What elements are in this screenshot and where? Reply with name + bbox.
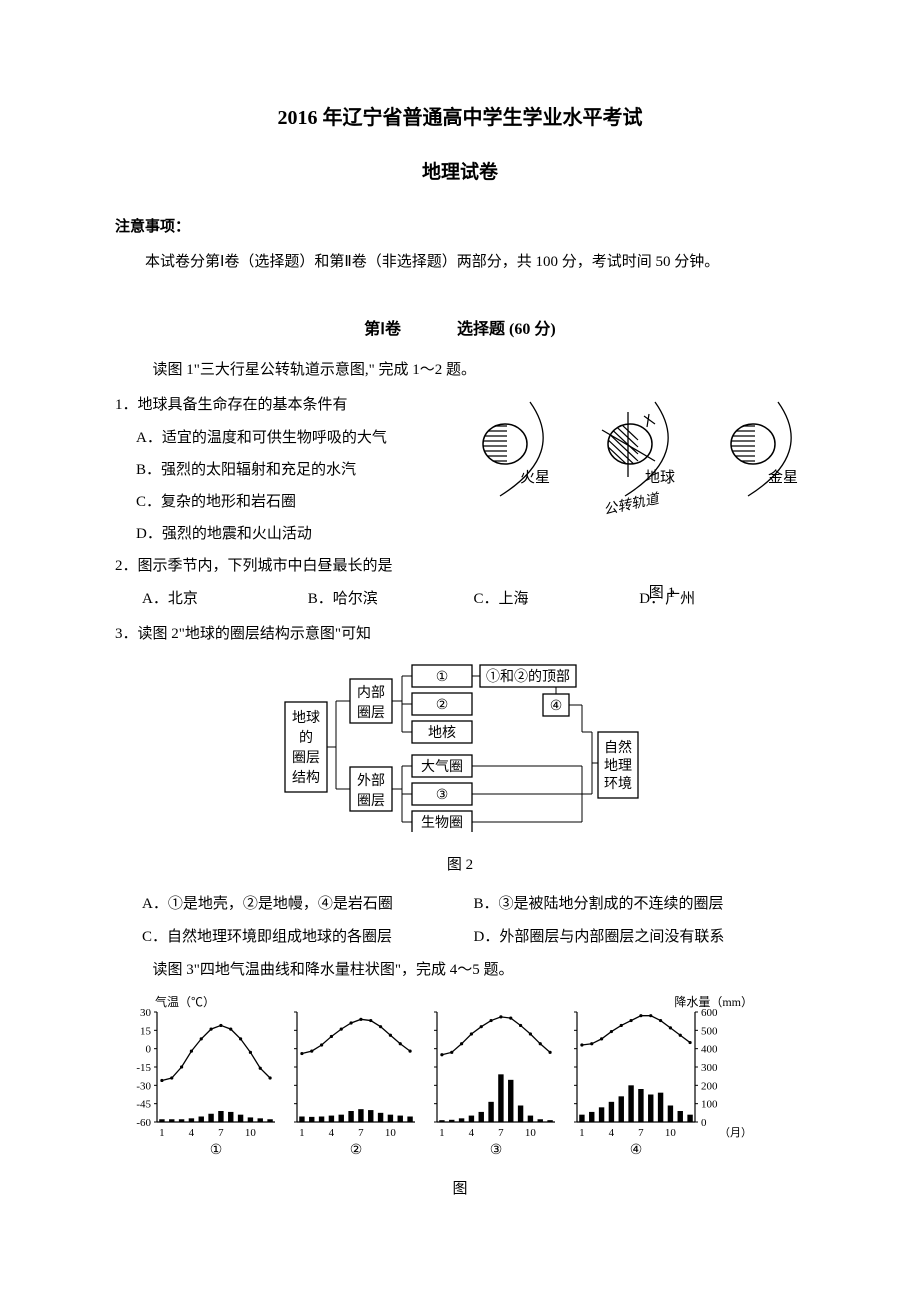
section-1-header: 第Ⅰ卷 选择题 (60 分): [115, 316, 805, 345]
svg-text:500: 500: [701, 1025, 718, 1037]
doc-subtitle: 地理试卷: [115, 156, 805, 190]
svg-text:火星: 火星: [520, 470, 550, 486]
section-1-type: 选择题 (60 分): [457, 321, 556, 338]
svg-text:自然: 自然: [604, 739, 632, 756]
svg-text:600: 600: [701, 1007, 718, 1019]
svg-text:10: 10: [245, 1127, 257, 1139]
section-1-label: 第Ⅰ卷: [364, 321, 401, 338]
svg-text:④: ④: [630, 1143, 643, 1158]
svg-text:1: 1: [439, 1127, 445, 1139]
svg-text:0: 0: [701, 1117, 707, 1129]
svg-text:地球: 地球: [292, 710, 320, 726]
q3-opt-a: A．①是地壳，②是地幔，④是岩石圈: [142, 891, 474, 918]
svg-text:生物圈: 生物圈: [421, 815, 463, 831]
figure-1-caption: 图 1: [649, 580, 675, 607]
svg-text:30: 30: [140, 1007, 152, 1019]
svg-text:10: 10: [525, 1127, 537, 1139]
svg-text:10: 10: [385, 1127, 397, 1139]
svg-text:地理: 地理: [604, 758, 632, 774]
svg-text:④: ④: [550, 699, 563, 714]
svg-text:4: 4: [189, 1127, 195, 1139]
q2-opt-b: B．哈尔滨: [308, 586, 474, 613]
svg-text:②: ②: [350, 1143, 363, 1158]
svg-text:4: 4: [609, 1127, 615, 1139]
svg-text:大气圈: 大气圈: [421, 759, 463, 775]
svg-text:内部: 内部: [357, 685, 385, 701]
svg-text:200: 200: [701, 1080, 718, 1092]
svg-text:100: 100: [701, 1099, 718, 1111]
svg-text:1: 1: [299, 1127, 305, 1139]
figure-3-climate-charts: 气温（℃）30150-15-30-45-6014710①14710②14710③…: [115, 994, 775, 1174]
svg-text:地核: 地核: [428, 725, 456, 741]
svg-text:圈层: 圈层: [357, 706, 385, 721]
svg-text:环境: 环境: [604, 776, 632, 792]
doc-title: 2016 年辽宁省普通高中学生学业水平考试: [115, 100, 805, 136]
q2-stem: 2．图示季节内，下列城市中白昼最长的是: [115, 553, 805, 580]
svg-text:①和②的顶部: ①和②的顶部: [486, 669, 570, 685]
svg-text:外部: 外部: [357, 773, 385, 789]
svg-text:公转轨道: 公转轨道: [602, 491, 662, 519]
q3-opt-d: D．外部圈层与内部圈层之间没有联系: [474, 924, 806, 951]
q3-opt-b: B．③是被陆地分割成的不连续的圈层: [474, 891, 806, 918]
svg-text:15: 15: [140, 1025, 152, 1037]
svg-text:②: ②: [436, 698, 449, 713]
figure-1-orbit-diagram: 火星 地球: [450, 396, 805, 531]
svg-text:1: 1: [579, 1127, 585, 1139]
svg-text:-45: -45: [136, 1099, 151, 1111]
svg-text:1: 1: [159, 1127, 165, 1139]
svg-text:③: ③: [490, 1143, 503, 1158]
svg-text:7: 7: [218, 1127, 224, 1139]
svg-text:400: 400: [701, 1044, 718, 1056]
figure-2-caption: 图 2: [115, 852, 805, 879]
svg-text:圈层: 圈层: [292, 751, 320, 766]
svg-text:圈层: 圈层: [357, 794, 385, 809]
figure-2-layers-diagram: 地球 的 圈层 结构 内部 圈层 外部 圈层 ① ② 地核 大气圈 ③: [280, 662, 640, 832]
svg-text:的: 的: [299, 730, 313, 746]
svg-text:①: ①: [210, 1143, 223, 1158]
svg-text:-15: -15: [136, 1062, 151, 1074]
svg-text:300: 300: [701, 1062, 718, 1074]
svg-text:-30: -30: [136, 1080, 151, 1092]
svg-text:10: 10: [665, 1127, 677, 1139]
svg-text:4: 4: [329, 1127, 335, 1139]
svg-text:①: ①: [436, 670, 449, 685]
q2-opt-c: C．上海: [474, 586, 640, 613]
svg-text:结构: 结构: [292, 770, 320, 786]
q2-opt-a: A．北京: [142, 586, 308, 613]
svg-text:7: 7: [638, 1127, 644, 1139]
svg-text:4: 4: [469, 1127, 475, 1139]
notice-body: 本试卷分第Ⅰ卷（选择题）和第Ⅱ卷（非选择题）两部分，共 100 分，考试时间 5…: [115, 249, 805, 276]
figure-3-caption: 图: [115, 1176, 805, 1203]
svg-text:7: 7: [498, 1127, 504, 1139]
notice-header: 注意事项：: [115, 214, 805, 241]
svg-text:7: 7: [358, 1127, 364, 1139]
svg-text:金星: 金星: [768, 469, 798, 486]
svg-text:（月）: （月）: [719, 1126, 752, 1139]
svg-text:地球: 地球: [645, 469, 675, 486]
svg-text:0: 0: [146, 1044, 152, 1056]
instruction-1: 读图 1"三大行星公转轨道示意图," 完成 1～2 题。: [115, 357, 805, 384]
svg-text:气温（℃）: 气温（℃）: [155, 994, 215, 1009]
svg-text:③: ③: [436, 788, 449, 803]
instruction-3: 读图 3"四地气温曲线和降水量柱状图"，完成 4～5 题。: [115, 957, 805, 984]
svg-text:-60: -60: [136, 1117, 151, 1129]
q3-opt-c: C．自然地理环境即组成地球的各圈层: [142, 924, 474, 951]
q3-stem: 3．读图 2"地球的圈层结构示意图"可知: [115, 621, 805, 648]
